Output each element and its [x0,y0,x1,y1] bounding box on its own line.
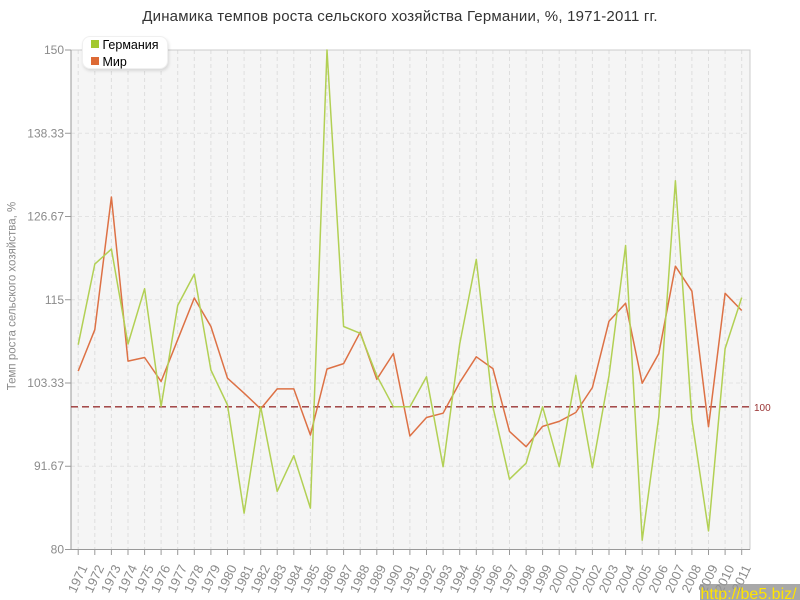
svg-text:91.67: 91.67 [34,459,64,473]
svg-text:100: 100 [754,403,771,414]
svg-text:Темп роста сельского хозяйства: Темп роста сельского хозяйства, % [7,202,19,391]
svg-text:115: 115 [45,293,64,307]
svg-text:126.67: 126.67 [27,210,64,224]
svg-text:138.33: 138.33 [27,126,64,140]
svg-text:150: 150 [44,43,64,57]
svg-text:103.33: 103.33 [27,376,64,390]
svg-text:80: 80 [51,543,65,557]
